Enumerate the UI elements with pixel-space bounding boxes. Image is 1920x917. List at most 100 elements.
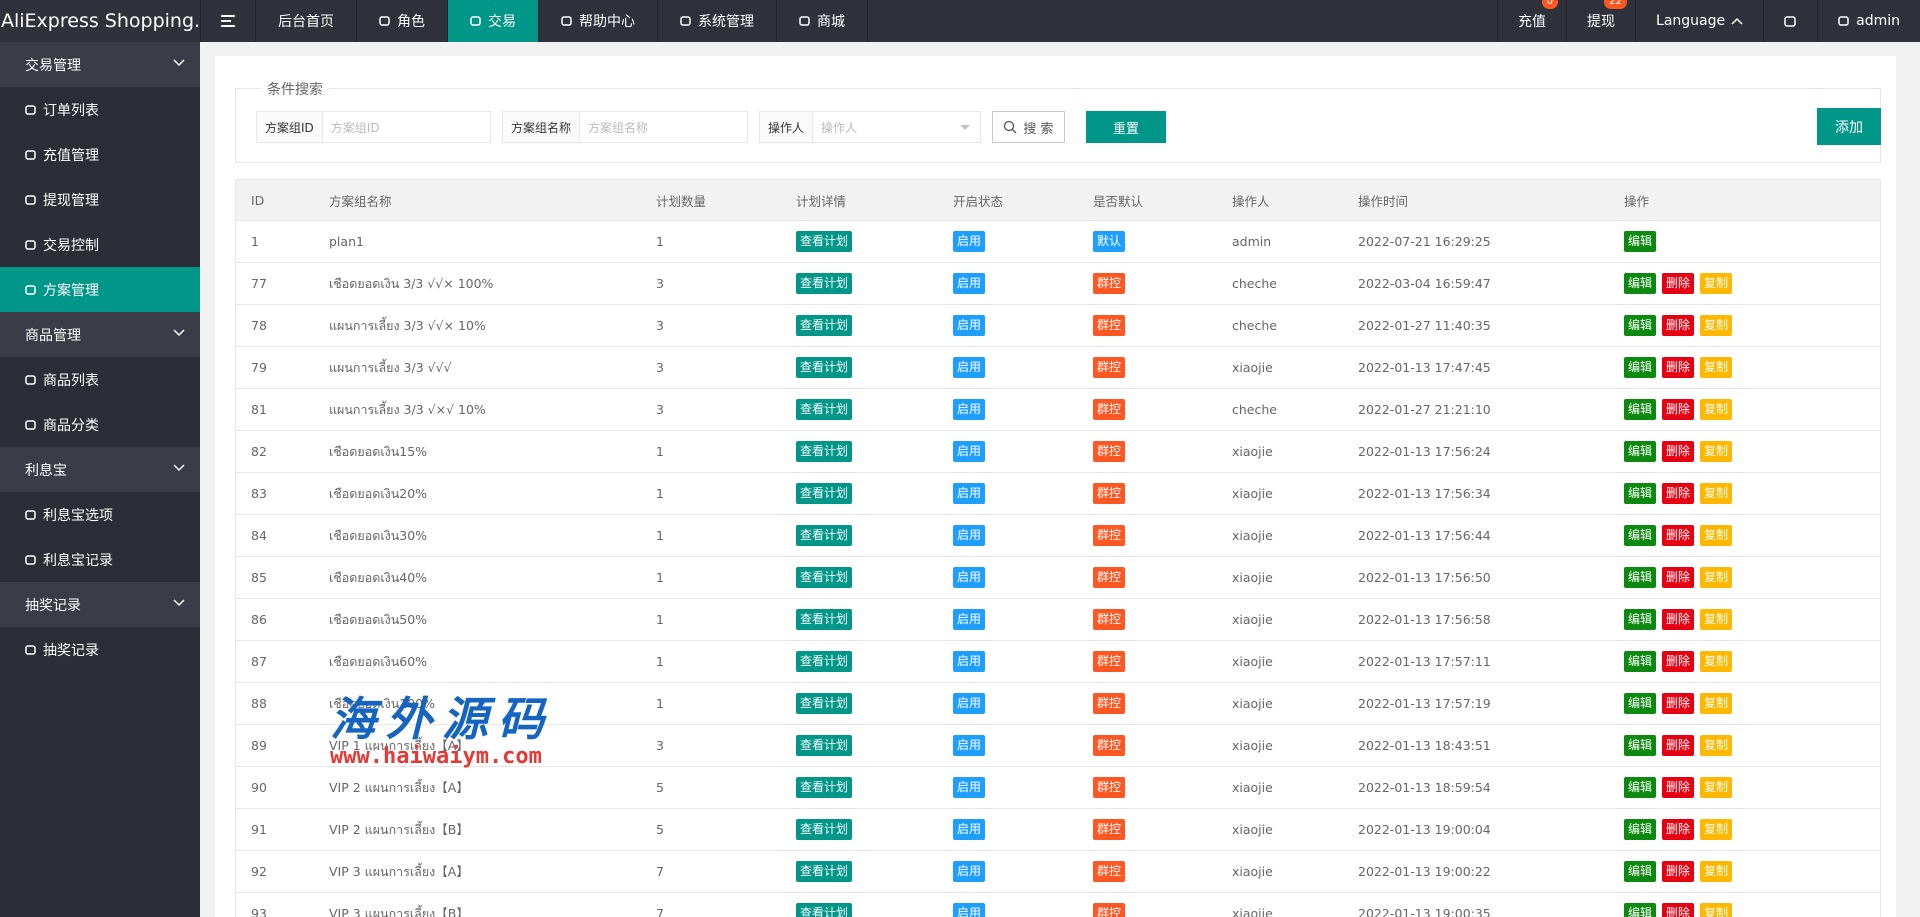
action-button[interactable]: 编辑 xyxy=(1624,861,1657,882)
view-plan-button[interactable]: 查看计划 xyxy=(796,777,853,798)
action-button[interactable]: 编辑 xyxy=(1624,315,1657,336)
menu-group[interactable]: 利息宝 xyxy=(0,447,200,492)
view-plan-button[interactable]: 查看计划 xyxy=(796,315,853,336)
status-tag[interactable]: 启用 xyxy=(953,819,986,840)
default-tag[interactable]: 群控 xyxy=(1093,483,1126,504)
action-button[interactable]: 删除 xyxy=(1662,693,1695,714)
action-button[interactable]: 复制 xyxy=(1700,441,1733,462)
field-input[interactable]: 操作人 xyxy=(813,112,980,142)
action-button[interactable]: 编辑 xyxy=(1624,441,1657,462)
top-right-item[interactable]: 充值 0 xyxy=(1497,0,1566,42)
view-plan-button[interactable]: 查看计划 xyxy=(796,441,853,462)
top-right-item[interactable]: Language xyxy=(1635,0,1763,42)
logo[interactable]: AliExpress Shopping... xyxy=(1,10,200,32)
default-tag[interactable]: 群控 xyxy=(1093,273,1126,294)
field-input[interactable]: 方案组名称 xyxy=(588,120,649,135)
default-tag[interactable]: 群控 xyxy=(1093,903,1126,917)
view-plan-button[interactable]: 查看计划 xyxy=(796,609,853,630)
action-button[interactable]: 编辑 xyxy=(1624,735,1657,756)
view-plan-button[interactable]: 查看计划 xyxy=(796,483,853,504)
view-plan-button[interactable]: 查看计划 xyxy=(796,567,853,588)
action-button[interactable]: 编辑 xyxy=(1624,819,1657,840)
menu-item[interactable]: 方案管理 xyxy=(0,267,200,312)
view-plan-button[interactable]: 查看计划 xyxy=(796,903,853,917)
menu-group[interactable]: 抽奖记录 xyxy=(0,582,200,627)
action-button[interactable]: 复制 xyxy=(1700,609,1733,630)
default-tag[interactable]: 群控 xyxy=(1093,399,1126,420)
action-button[interactable]: 删除 xyxy=(1662,525,1695,546)
menu-item[interactable]: 交易控制 xyxy=(0,222,200,267)
status-tag[interactable]: 启用 xyxy=(953,273,986,294)
top-right-item[interactable]: 提现 22 xyxy=(1566,0,1635,42)
action-button[interactable]: 编辑 xyxy=(1624,609,1657,630)
action-button[interactable]: 删除 xyxy=(1662,777,1695,798)
action-button[interactable]: 复制 xyxy=(1700,525,1733,546)
action-button[interactable]: 复制 xyxy=(1700,903,1733,917)
add-button[interactable]: 添加 xyxy=(1817,108,1881,145)
status-tag[interactable]: 启用 xyxy=(953,525,986,546)
default-tag[interactable]: 群控 xyxy=(1093,861,1126,882)
action-button[interactable]: 删除 xyxy=(1662,903,1695,917)
action-button[interactable]: 编辑 xyxy=(1624,567,1657,588)
status-tag[interactable]: 启用 xyxy=(953,315,986,336)
status-tag[interactable]: 启用 xyxy=(953,567,986,588)
action-button[interactable]: 复制 xyxy=(1700,273,1733,294)
default-tag[interactable]: 群控 xyxy=(1093,315,1126,336)
action-button[interactable]: 复制 xyxy=(1700,483,1733,504)
action-button[interactable]: 删除 xyxy=(1662,651,1695,672)
action-button[interactable]: 删除 xyxy=(1662,735,1695,756)
search-button[interactable]: 搜 索 xyxy=(992,111,1065,143)
view-plan-button[interactable]: 查看计划 xyxy=(796,231,853,252)
nav-item[interactable]: 交易 xyxy=(448,0,539,42)
status-tag[interactable]: 启用 xyxy=(953,441,986,462)
default-tag[interactable]: 默认 xyxy=(1093,231,1126,252)
status-tag[interactable]: 启用 xyxy=(953,693,986,714)
top-right-item[interactable]: admin xyxy=(1817,0,1920,42)
action-button[interactable]: 删除 xyxy=(1662,357,1695,378)
action-button[interactable]: 编辑 xyxy=(1624,777,1657,798)
default-tag[interactable]: 群控 xyxy=(1093,777,1126,798)
action-button[interactable]: 删除 xyxy=(1662,609,1695,630)
action-button[interactable]: 复制 xyxy=(1700,819,1733,840)
refresh-button[interactable] xyxy=(1763,0,1817,42)
status-tag[interactable]: 启用 xyxy=(953,483,986,504)
action-button[interactable]: 复制 xyxy=(1700,399,1733,420)
action-button[interactable]: 复制 xyxy=(1700,357,1733,378)
action-button[interactable]: 编辑 xyxy=(1624,651,1657,672)
action-button[interactable]: 编辑 xyxy=(1624,903,1657,917)
view-plan-button[interactable]: 查看计划 xyxy=(796,525,853,546)
nav-item[interactable]: 系统管理 xyxy=(658,0,777,42)
status-tag[interactable]: 启用 xyxy=(953,231,986,252)
view-plan-button[interactable]: 查看计划 xyxy=(796,399,853,420)
status-tag[interactable]: 启用 xyxy=(953,609,986,630)
status-tag[interactable]: 启用 xyxy=(953,861,986,882)
view-plan-button[interactable]: 查看计划 xyxy=(796,861,853,882)
action-button[interactable]: 删除 xyxy=(1662,861,1695,882)
status-tag[interactable]: 启用 xyxy=(953,735,986,756)
action-button[interactable]: 复制 xyxy=(1700,861,1733,882)
action-button[interactable]: 复制 xyxy=(1700,735,1733,756)
action-button[interactable]: 删除 xyxy=(1662,483,1695,504)
status-tag[interactable]: 启用 xyxy=(953,903,986,917)
view-plan-button[interactable]: 查看计划 xyxy=(796,693,853,714)
view-plan-button[interactable]: 查看计划 xyxy=(796,273,853,294)
menu-group[interactable]: 交易管理 xyxy=(0,42,200,87)
default-tag[interactable]: 群控 xyxy=(1093,525,1126,546)
default-tag[interactable]: 群控 xyxy=(1093,819,1126,840)
menu-group[interactable]: 商品管理 xyxy=(0,312,200,357)
nav-item[interactable]: 帮助中心 xyxy=(539,0,658,42)
action-button[interactable]: 编辑 xyxy=(1624,399,1657,420)
default-tag[interactable]: 群控 xyxy=(1093,735,1126,756)
action-button[interactable]: 删除 xyxy=(1662,819,1695,840)
action-button[interactable]: 删除 xyxy=(1662,399,1695,420)
nav-item[interactable]: 后台首页 xyxy=(256,0,357,42)
nav-item[interactable]: 商城 xyxy=(777,0,868,42)
action-button[interactable]: 删除 xyxy=(1662,441,1695,462)
status-tag[interactable]: 启用 xyxy=(953,399,986,420)
nav-item[interactable]: 角色 xyxy=(357,0,448,42)
field-input[interactable]: 方案组ID xyxy=(330,120,380,135)
menu-item[interactable]: 商品分类 xyxy=(0,402,200,447)
menu-item[interactable]: 商品列表 xyxy=(0,357,200,402)
action-button[interactable]: 编辑 xyxy=(1624,483,1657,504)
menu-item[interactable]: 抽奖记录 xyxy=(0,627,200,672)
